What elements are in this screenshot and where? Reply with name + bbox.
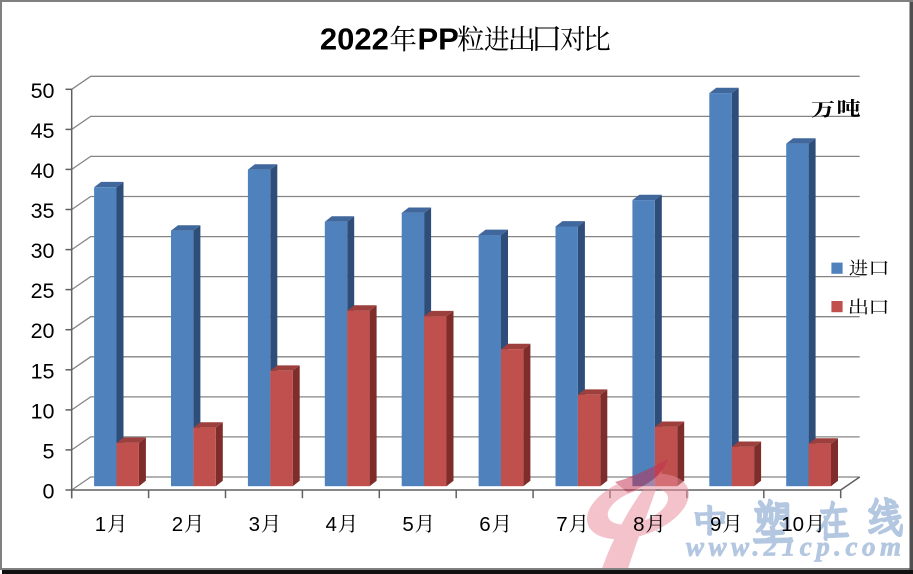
svg-text:0: 0 bbox=[43, 480, 55, 504]
svg-text:1: 1 bbox=[95, 513, 106, 536]
svg-text:PP: PP bbox=[418, 21, 459, 56]
svg-text:7: 7 bbox=[556, 513, 567, 536]
svg-text:6: 6 bbox=[479, 513, 490, 536]
svg-text:8: 8 bbox=[633, 513, 644, 536]
svg-text:50: 50 bbox=[31, 79, 55, 103]
svg-text:35: 35 bbox=[31, 199, 55, 223]
svg-text:5: 5 bbox=[402, 513, 413, 536]
svg-text:10: 10 bbox=[31, 399, 55, 423]
svg-text:30: 30 bbox=[31, 239, 55, 263]
svg-text:2: 2 bbox=[172, 513, 183, 536]
svg-text:40: 40 bbox=[31, 159, 55, 183]
svg-text:45: 45 bbox=[31, 119, 55, 143]
svg-text:www.21cp.com: www.21cp.com bbox=[686, 532, 906, 562]
svg-text:2022: 2022 bbox=[320, 21, 389, 56]
svg-text:9: 9 bbox=[710, 513, 721, 536]
svg-text:5: 5 bbox=[43, 439, 55, 463]
svg-text:25: 25 bbox=[31, 279, 55, 303]
svg-text:15: 15 bbox=[31, 359, 55, 383]
svg-text:4: 4 bbox=[326, 513, 337, 536]
svg-text:10: 10 bbox=[781, 513, 804, 536]
svg-text:20: 20 bbox=[31, 319, 55, 343]
svg-text:3: 3 bbox=[249, 513, 260, 536]
